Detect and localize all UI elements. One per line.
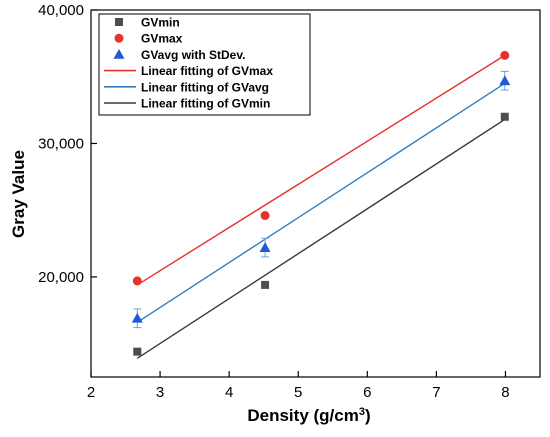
data-point-series-0 — [261, 280, 270, 289]
data-point-series-0 — [133, 347, 142, 356]
legend-label: Linear fitting of GVmin — [141, 97, 270, 111]
data-point-series-1 — [260, 211, 270, 221]
legend-label: Linear fitting of GVavg — [141, 80, 269, 94]
x-tick-label: 6 — [363, 384, 371, 401]
y-tick-label: 40,000 — [38, 2, 84, 19]
x-tick-label: 4 — [225, 384, 233, 401]
data-point-series-1 — [500, 50, 510, 60]
x-tick-label: 8 — [501, 384, 509, 401]
legend-label: GVavg with StDev. — [141, 48, 245, 62]
data-point-series-1 — [132, 276, 142, 286]
fit-lines — [136, 54, 506, 359]
fit-line-5 — [136, 118, 506, 359]
x-tick-label: 5 — [294, 384, 302, 401]
x-tick-label: 7 — [432, 384, 440, 401]
y-axis-title: Gray Value — [9, 150, 28, 238]
data-point-series-2 — [259, 242, 271, 252]
legend-marker — [115, 18, 123, 26]
x-tick-label: 2 — [87, 384, 95, 401]
y-tick-label: 20,000 — [38, 269, 84, 286]
legend-label: GVmin — [141, 16, 180, 30]
fit-line-4 — [136, 82, 506, 323]
legend-marker — [113, 48, 125, 59]
fit-line-3 — [136, 54, 506, 286]
data-point-series-0 — [500, 112, 509, 121]
legend-marker — [114, 33, 124, 43]
x-tick-label: 3 — [156, 384, 164, 401]
data-point-series-2 — [131, 312, 143, 323]
legend: GVmin GVmax GVavg with StDev. Linear fittin… — [98, 13, 311, 116]
data-points — [131, 50, 511, 356]
data-point-series-2 — [499, 75, 511, 86]
y-tick-label: 30,000 — [38, 135, 84, 152]
tick-layer: 2 3 4 5 6 7 8 20,000 30,000 40,000 — [38, 2, 510, 401]
x-axis-title: Density (g/cm3) — [247, 406, 370, 425]
legend-box — [98, 13, 311, 116]
legend-label: GVmax — [141, 32, 183, 46]
legend-label: Linear fitting of GVmax — [141, 64, 273, 78]
plot-frame — [90, 9, 541, 378]
